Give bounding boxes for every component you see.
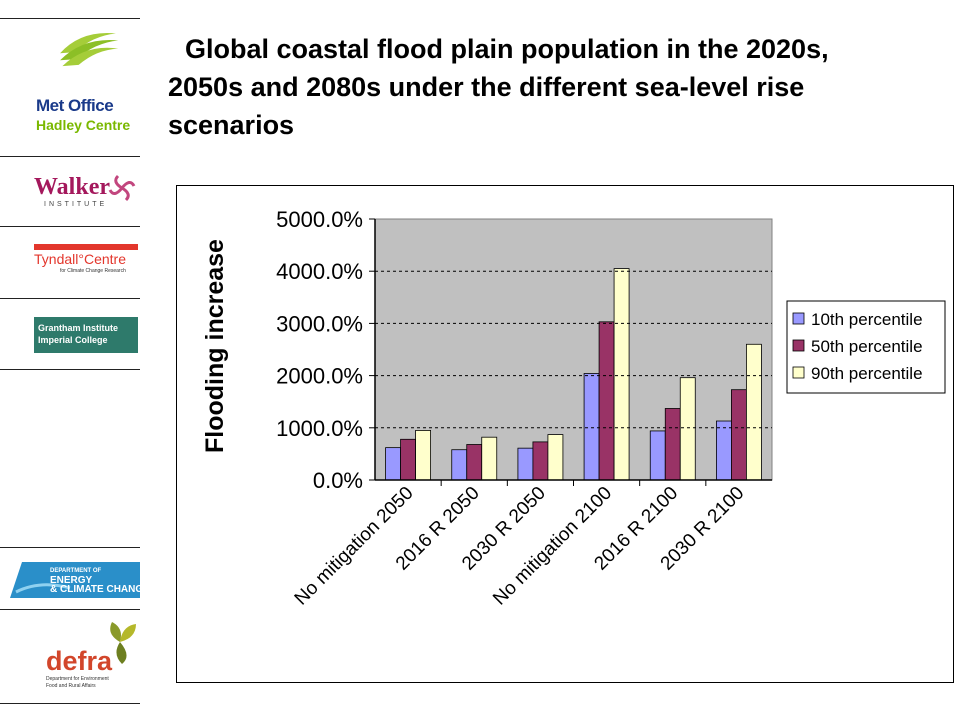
x-tick-label: No mitigation 2050 [291, 483, 418, 610]
bar [583, 373, 600, 481]
sidebar: Met Office Hadley Centre Walker INSTITUT… [0, 0, 150, 720]
bar [415, 430, 431, 481]
divider [0, 609, 140, 610]
divider [0, 226, 140, 227]
decc-logo-text: DEPARTMENT OF ENERGY & CLIMATE CHANGE [50, 567, 150, 595]
bar [385, 447, 401, 481]
bar [716, 420, 732, 481]
y-tick-label: 2000.0% [276, 364, 363, 389]
met-office-logo-icon [60, 33, 119, 67]
divider [0, 156, 140, 157]
y-tick-label: 1000.0% [276, 416, 363, 441]
divider [0, 369, 140, 370]
divider [0, 18, 140, 19]
walker-logo-subtext: INSTITUTE [44, 201, 108, 208]
slide-title: Global coastal flood plain population in… [168, 30, 948, 144]
legend-label: 10th percentile [811, 310, 923, 329]
bar [664, 408, 681, 481]
y-tick-label: 4000.0% [276, 259, 363, 284]
grantham-line1: Grantham Institute [38, 323, 119, 333]
legend: 10th percentile 50th percentile 90th perce… [786, 300, 946, 394]
decc-logo-icon [10, 562, 140, 598]
defra-sub2: Food and Rural Affairs [46, 683, 96, 689]
legend-label: 50th percentile [811, 337, 923, 356]
grantham-logo: Grantham Institute Imperial College [34, 317, 138, 353]
bar [731, 389, 747, 481]
y-tick-label: 5000.0% [276, 207, 363, 232]
bar [532, 441, 549, 481]
legend-swatch [792, 366, 805, 379]
divider [0, 703, 140, 704]
decc-line1: DEPARTMENT OF [50, 568, 102, 574]
tyndall-logo-subtext: for Climate Change Research [60, 268, 126, 274]
defra-logo-subtext: Department for Environment Food and Rura… [46, 676, 109, 690]
met-office-name: Met Office [36, 96, 114, 115]
title-line2: 2050s and 2080s under the different sea-… [168, 72, 805, 102]
defra-sub1: Department for Environment [46, 676, 109, 682]
y-axis-label: Flooding increase [201, 239, 229, 453]
decc-line2: ENERGY [50, 575, 93, 586]
title-line3: scenarios [168, 110, 295, 140]
tyndall-logo-bar [34, 244, 138, 250]
bar [613, 268, 630, 481]
tyndall-logo-text: Tyndall°Centre [34, 251, 126, 267]
defra-leaf-icon [110, 622, 136, 664]
legend-label: 90th percentile [811, 364, 923, 383]
bar [517, 447, 534, 481]
hadley-centre-name: Hadley Centre [36, 117, 131, 133]
title-line1: Global coastal flood plain population in… [185, 34, 829, 64]
bar-chart: 0.0% 1000.0% 2000.0% 3000.0% 4000.0% 5000.0% N… [201, 207, 946, 610]
grantham-line2: Imperial College [38, 335, 108, 345]
x-tick-label: No mitigation 2100 [489, 483, 616, 610]
bar [679, 377, 696, 481]
defra-logo-text: defra [46, 646, 113, 676]
walker-logo-text: Walker [34, 174, 110, 200]
legend-box [786, 300, 946, 394]
walker-flower-icon [108, 174, 136, 202]
y-tick-label: 3000.0% [276, 311, 363, 336]
divider [0, 547, 140, 548]
chart-frame: 0.0% 1000.0% 2000.0% 3000.0% 4000.0% 5000.0% N… [176, 185, 954, 683]
bar [466, 444, 483, 481]
y-tick-label: 0.0% [313, 468, 363, 493]
bar [400, 438, 416, 481]
bar [598, 321, 615, 481]
divider [0, 298, 140, 299]
decc-line3: & CLIMATE CHANGE [50, 584, 150, 595]
legend-swatch [792, 312, 805, 325]
legend-swatch [792, 339, 805, 352]
plot-area [374, 218, 773, 481]
bar [481, 436, 498, 481]
bar [547, 434, 564, 481]
bar [746, 343, 762, 481]
bar [649, 430, 666, 481]
bar [451, 449, 468, 481]
